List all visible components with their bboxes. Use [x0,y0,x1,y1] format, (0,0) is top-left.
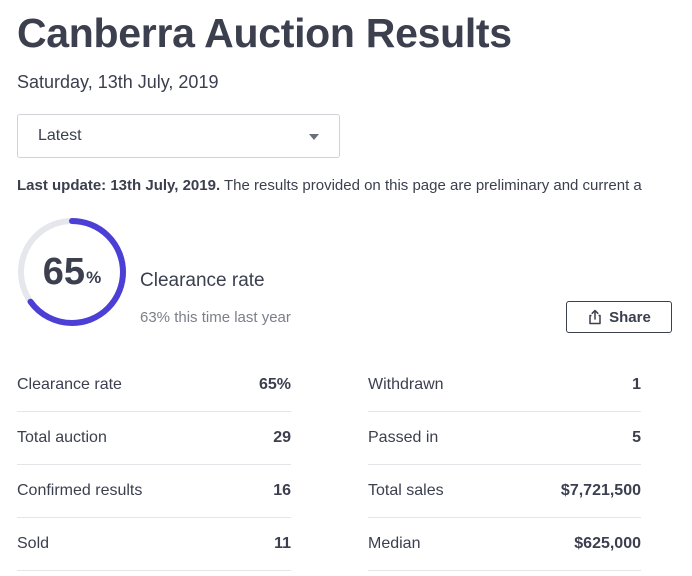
results-date: Saturday, 13th July, 2019 [17,72,219,92]
stat-row: Withdrawn 1 [368,359,641,412]
stat-value: 5 [632,429,641,446]
stat-value: 16 [273,482,291,499]
clearance-value: 65 [42,250,86,293]
clearance-rate-label: Clearance rate [140,270,265,291]
stat-row: Passed in 5 [368,412,641,465]
stat-row: Clearance rate 65% [17,359,291,412]
last-year-comparison: 63% this time last year [140,309,291,326]
notice-text: The results provided on this page are pr… [220,177,642,194]
stat-label: Passed in [368,429,439,446]
stat-label: Confirmed results [17,482,143,499]
share-button[interactable]: Share [566,301,672,333]
stat-label: Total sales [368,482,444,499]
stat-value: $625,000 [574,535,641,552]
stat-value: 65% [258,376,291,393]
stats-column-right: Withdrawn 1 Passed in 5 Total sales $7,7… [368,359,641,571]
clearance-unit: % [86,268,102,287]
stat-row: Median $625,000 [368,518,641,571]
clearance-gauge-ring [18,218,126,326]
chevron-down-icon [309,134,319,140]
stat-value: 1 [632,376,641,393]
stat-row: Confirmed results 16 [17,465,291,518]
results-period-select[interactable]: Latest [17,114,340,158]
select-value: Latest [38,127,82,144]
stat-row: Sold 11 [17,518,291,571]
stat-label: Sold [17,535,50,552]
stat-label: Withdrawn [368,376,444,393]
page-title: Canberra Auction Results [17,10,512,56]
stat-row: Total auction 29 [17,412,291,465]
stat-value: 11 [274,535,291,552]
stat-label: Median [368,535,421,552]
gauge-arc [18,218,126,326]
stat-row: Total sales $7,721,500 [368,465,641,518]
update-notice: Last update: 13th July, 2019. The result… [17,177,692,194]
clearance-gauge: 65% [16,216,128,328]
stat-value: $7,721,500 [560,482,641,499]
share-label: Share [609,308,651,326]
stats-column-left: Clearance rate 65% Total auction 29 Conf… [17,359,291,571]
stat-label: Clearance rate [17,376,122,393]
stat-label: Total auction [17,429,107,446]
last-update-label: Last update: 13th July, 2019. [17,177,221,194]
stat-value: 29 [273,429,291,446]
share-icon [587,309,603,325]
